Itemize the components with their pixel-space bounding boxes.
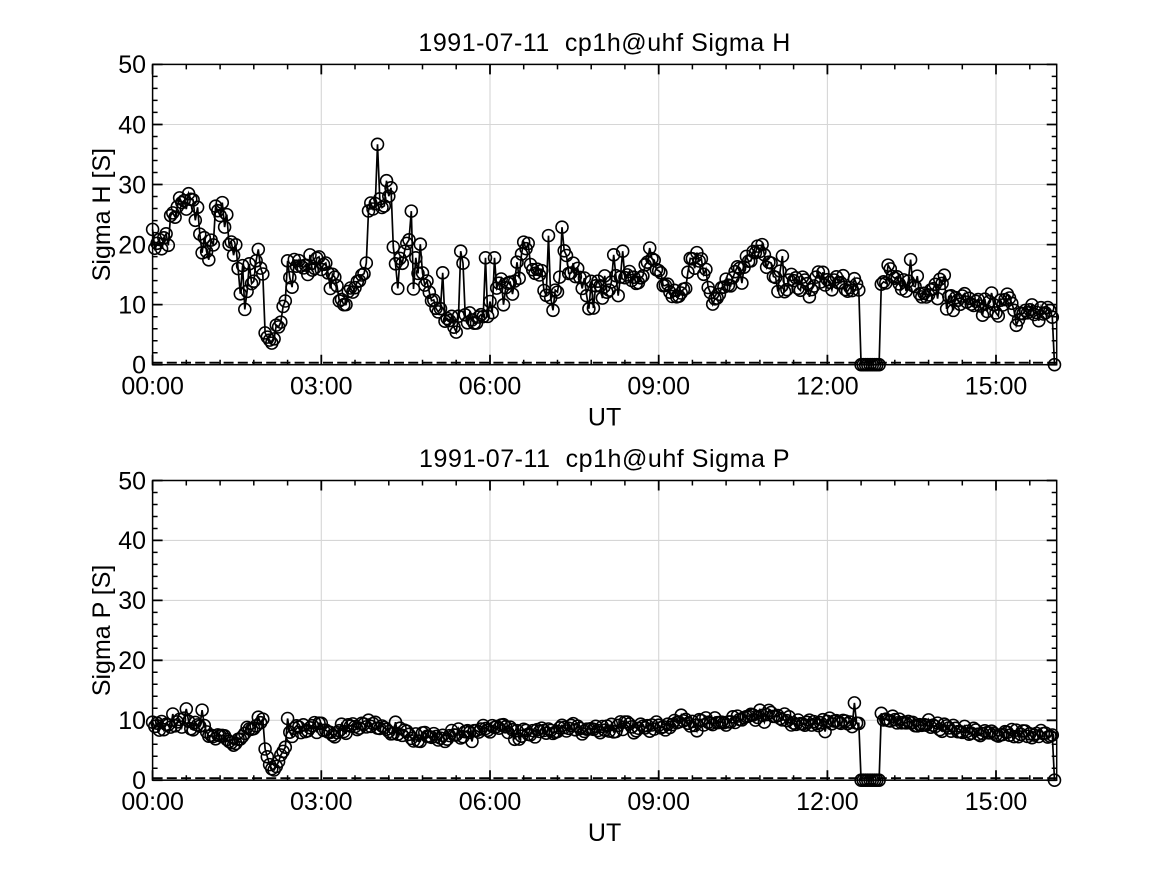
svg-text:40: 40 <box>118 527 146 555</box>
svg-text:09:00: 09:00 <box>627 788 690 816</box>
svg-text:00:00: 00:00 <box>121 373 184 401</box>
svg-text:10: 10 <box>118 291 146 319</box>
svg-text:12:00: 12:00 <box>796 373 859 401</box>
svg-text:UT: UT <box>588 819 621 847</box>
svg-text:1991-07-11 cp1h@uhf Sigma P: 1991-07-11 cp1h@uhf Sigma P <box>419 445 790 473</box>
svg-text:40: 40 <box>118 111 146 139</box>
svg-text:30: 30 <box>118 587 146 615</box>
svg-text:0: 0 <box>132 352 146 380</box>
svg-text:03:00: 03:00 <box>290 373 353 401</box>
svg-text:Sigma H [S]: Sigma H [S] <box>88 148 116 281</box>
svg-text:50: 50 <box>118 51 146 79</box>
svg-text:UT: UT <box>588 404 621 432</box>
svg-text:15:00: 15:00 <box>965 788 1028 816</box>
svg-text:10: 10 <box>118 707 146 735</box>
svg-text:12:00: 12:00 <box>796 788 859 816</box>
svg-text:0: 0 <box>132 767 146 795</box>
svg-text:20: 20 <box>118 647 146 675</box>
svg-text:20: 20 <box>118 231 146 259</box>
svg-text:50: 50 <box>118 467 146 495</box>
svg-text:30: 30 <box>118 171 146 199</box>
svg-text:Sigma P [S]: Sigma P [S] <box>88 565 116 697</box>
svg-text:15:00: 15:00 <box>965 373 1028 401</box>
svg-text:03:00: 03:00 <box>290 788 353 816</box>
svg-text:06:00: 06:00 <box>459 373 522 401</box>
svg-text:06:00: 06:00 <box>459 788 522 816</box>
svg-text:1991-07-11 cp1h@uhf Sigma H: 1991-07-11 cp1h@uhf Sigma H <box>418 29 790 57</box>
svg-text:00:00: 00:00 <box>121 788 184 816</box>
svg-text:09:00: 09:00 <box>627 373 690 401</box>
